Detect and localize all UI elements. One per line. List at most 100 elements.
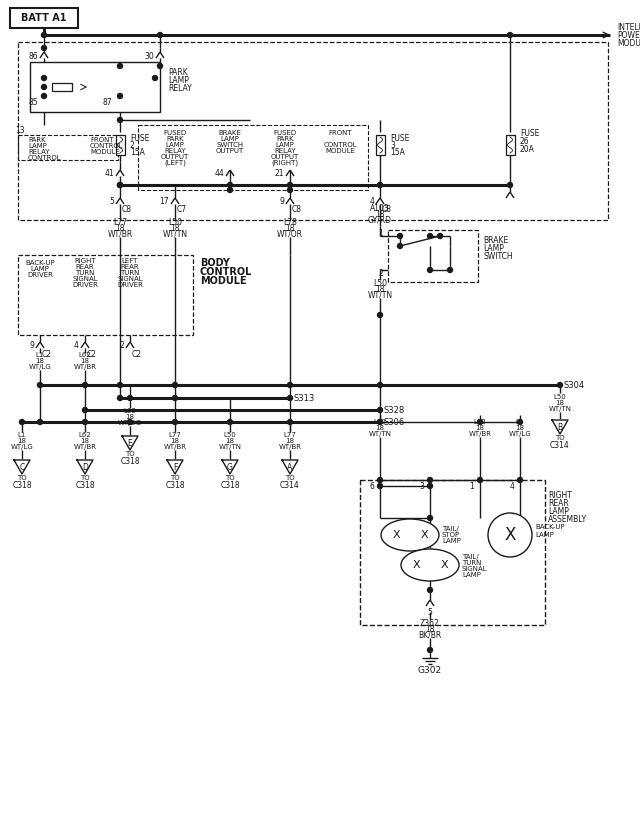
- Polygon shape: [122, 436, 138, 450]
- Circle shape: [397, 243, 403, 248]
- Text: 2: 2: [130, 140, 135, 149]
- Text: LEFT: LEFT: [122, 258, 138, 264]
- Text: REAR: REAR: [121, 264, 140, 270]
- Text: OUTPUT: OUTPUT: [216, 148, 244, 154]
- Text: 1: 1: [378, 228, 383, 237]
- Text: LAMP: LAMP: [548, 506, 569, 515]
- Circle shape: [19, 419, 24, 424]
- Circle shape: [508, 32, 513, 37]
- Bar: [376, 135, 385, 155]
- Circle shape: [438, 233, 442, 238]
- Text: WT/LG: WT/LG: [11, 444, 33, 450]
- Circle shape: [287, 383, 292, 388]
- Circle shape: [118, 183, 122, 188]
- Text: WT/BR: WT/BR: [163, 444, 186, 450]
- Text: DRIVER: DRIVER: [117, 282, 143, 288]
- Text: CONTROL: CONTROL: [28, 155, 61, 161]
- Text: TO: TO: [125, 451, 135, 457]
- Text: 18: 18: [125, 414, 134, 420]
- Circle shape: [227, 183, 232, 188]
- Bar: [18, 42, 608, 220]
- Text: RELAY: RELAY: [28, 149, 50, 155]
- Text: L63: L63: [124, 408, 136, 414]
- Text: BACK-UP: BACK-UP: [535, 524, 564, 530]
- Text: TO: TO: [225, 475, 235, 481]
- Circle shape: [118, 396, 122, 401]
- Text: L50: L50: [373, 279, 387, 287]
- Circle shape: [118, 94, 122, 99]
- Circle shape: [118, 64, 122, 69]
- Circle shape: [83, 383, 88, 388]
- Text: L62: L62: [79, 432, 92, 438]
- Text: S306: S306: [383, 417, 404, 427]
- Text: 18: 18: [375, 209, 385, 218]
- Text: TURN: TURN: [120, 270, 140, 276]
- Text: PARK: PARK: [276, 136, 294, 142]
- Text: X: X: [504, 526, 516, 544]
- Text: SIGNAL: SIGNAL: [117, 276, 143, 282]
- Bar: [52, 83, 72, 91]
- Text: L77: L77: [284, 432, 296, 438]
- Text: L50: L50: [168, 217, 182, 227]
- Text: A: A: [287, 462, 292, 471]
- Text: 5: 5: [428, 608, 433, 617]
- Circle shape: [118, 183, 122, 188]
- Text: TAIL/: TAIL/: [462, 554, 479, 560]
- Text: PARK: PARK: [166, 136, 184, 142]
- Polygon shape: [222, 460, 238, 474]
- Circle shape: [477, 477, 483, 482]
- Circle shape: [378, 313, 383, 318]
- Text: C318: C318: [75, 481, 95, 490]
- Circle shape: [173, 419, 177, 424]
- Text: WT/BR: WT/BR: [468, 431, 492, 437]
- Text: 3: 3: [390, 140, 395, 149]
- Text: G: G: [227, 462, 233, 471]
- Text: 18: 18: [17, 438, 26, 444]
- Circle shape: [428, 515, 433, 520]
- Text: WT/BR: WT/BR: [278, 444, 301, 450]
- Text: FRONT: FRONT: [328, 130, 352, 136]
- Circle shape: [378, 408, 383, 413]
- Text: 6: 6: [369, 481, 374, 491]
- Text: CONTROL: CONTROL: [200, 267, 252, 277]
- Text: BATT A1: BATT A1: [21, 13, 67, 23]
- Bar: [115, 135, 125, 155]
- Text: L62: L62: [474, 419, 486, 425]
- Text: WT/LG: WT/LG: [509, 431, 531, 437]
- Text: 2: 2: [119, 340, 124, 349]
- Text: POWER: POWER: [617, 31, 640, 40]
- Text: C: C: [19, 462, 24, 471]
- Text: 18: 18: [425, 624, 435, 633]
- Text: LAMP: LAMP: [166, 142, 184, 148]
- Circle shape: [287, 183, 292, 188]
- Circle shape: [287, 419, 292, 424]
- Circle shape: [518, 419, 522, 424]
- Text: 18: 18: [515, 425, 525, 431]
- Text: LAMP: LAMP: [31, 266, 49, 272]
- Text: 18: 18: [170, 223, 180, 232]
- Bar: [506, 135, 515, 155]
- Circle shape: [227, 188, 232, 193]
- Text: 15A: 15A: [390, 148, 405, 157]
- Text: X: X: [412, 560, 420, 570]
- Text: TO: TO: [17, 475, 27, 481]
- Text: TAIL/: TAIL/: [442, 526, 459, 532]
- Text: 18: 18: [376, 425, 385, 431]
- Text: FUSED: FUSED: [273, 130, 296, 136]
- Text: C2: C2: [42, 350, 52, 359]
- Text: L1: L1: [18, 432, 26, 438]
- Text: L1: L1: [36, 352, 44, 358]
- Bar: [10, 8, 78, 28]
- Text: 15A: 15A: [130, 148, 145, 157]
- Circle shape: [127, 396, 132, 401]
- Polygon shape: [14, 460, 30, 474]
- Text: C8: C8: [382, 205, 392, 214]
- Text: WT/TN: WT/TN: [548, 406, 572, 412]
- Circle shape: [378, 183, 383, 188]
- Text: TO: TO: [170, 475, 180, 481]
- Text: 5: 5: [109, 197, 114, 206]
- Circle shape: [42, 32, 47, 37]
- Text: 4: 4: [74, 340, 79, 349]
- Text: GY/RD: GY/RD: [368, 216, 392, 224]
- Text: S313: S313: [293, 393, 314, 403]
